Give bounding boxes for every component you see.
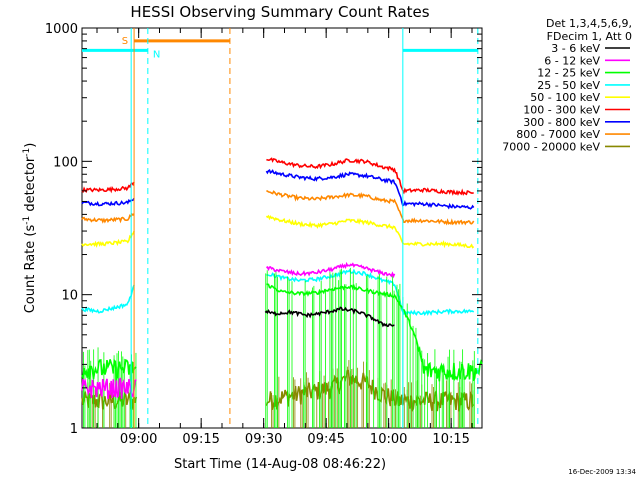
x-axis-ticks: 09:00 09:15 09:30 09:45 10:00 10:15 (96, 28, 473, 447)
y-axis-label-sup-2: -1 (22, 148, 32, 157)
series-7000-20000-kev (81, 360, 475, 428)
series-line (81, 358, 137, 382)
series-line (266, 189, 475, 226)
y-tick-label: 10 (61, 289, 78, 304)
series-100-300-kev (81, 157, 474, 196)
legend-label: 3 - 6 keV (551, 42, 600, 55)
legend-label: 6 - 12 keV (544, 54, 600, 67)
x-tick-label: 09:15 (182, 432, 219, 447)
y-axis-label-mid: detector (23, 156, 38, 216)
y-tick-label: 1000 (45, 22, 78, 37)
series-line (265, 261, 396, 279)
x-tick-label: 10:00 (370, 432, 407, 447)
legend-label: 7000 - 20000 keV (502, 140, 600, 153)
series-line (81, 230, 135, 248)
series-25-50-kev (81, 268, 475, 317)
x-tick-label: 09:00 (120, 432, 157, 447)
series-3-6-kev (264, 306, 395, 328)
y-axis-label-main: Count Rate (s (23, 225, 38, 314)
y-tick-label: 1 (70, 422, 78, 437)
y-axis-label-end: ) (23, 143, 38, 148)
legend-label: 50 - 100 keV (530, 91, 600, 104)
series-line (81, 197, 135, 207)
series-line (265, 214, 475, 249)
legend-label: 300 - 800 keV (523, 116, 600, 129)
series-line (266, 283, 483, 382)
y-tick-label: 100 (53, 155, 78, 170)
series-line (81, 284, 135, 314)
legend-label: 12 - 25 keV (537, 67, 600, 80)
series-50-100-kev (81, 214, 475, 249)
series-line (81, 377, 137, 400)
plot-series (81, 157, 483, 428)
series-line (81, 181, 135, 194)
y-axis-label-sup-1: -1 (22, 216, 32, 225)
x-tick-label: 09:30 (245, 432, 282, 447)
series-line (266, 157, 474, 196)
legend-header-line-2: FDecim 1, Att 0 (547, 30, 632, 43)
series-800-7000-kev (81, 189, 475, 226)
annotation-night: N (153, 49, 160, 60)
series-300-800-kev (81, 169, 475, 210)
x-tick-label: 09:45 (307, 432, 344, 447)
legend-header-line-1: Det 1,3,4,5,6,9, (546, 17, 632, 30)
x-tick-label: 10:15 (432, 432, 469, 447)
annotation-saa: S (122, 36, 128, 47)
y-axis-label: Count Rate (s-1 detector-1) (22, 143, 38, 314)
plot-border (81, 27, 483, 429)
legend-label: 100 - 300 keV (523, 104, 600, 117)
legend-label: 800 - 7000 keV (516, 128, 600, 141)
legend: Det 1,3,4,5,6,9, FDecim 1, Att 0 3 - 6 k… (502, 17, 632, 153)
series-line (265, 169, 475, 210)
series-line (81, 212, 135, 224)
plot-markers: SN (82, 28, 479, 428)
footer-date: 16-Dec-2009 13:34 (568, 468, 636, 476)
y-axis-ticks: 1 10 100 1000 (45, 22, 482, 437)
legend-label: 25 - 50 keV (537, 79, 600, 92)
series-line (264, 306, 395, 328)
series-line (266, 268, 475, 317)
plot-frame (81, 27, 483, 429)
chart-title: HESSI Observing Summary Count Rates (130, 3, 429, 21)
series-6-12-kev (81, 261, 396, 400)
series-12-25-kev (81, 267, 483, 428)
x-axis-label: Start Time (14-Aug-08 08:46:22) (174, 457, 386, 472)
